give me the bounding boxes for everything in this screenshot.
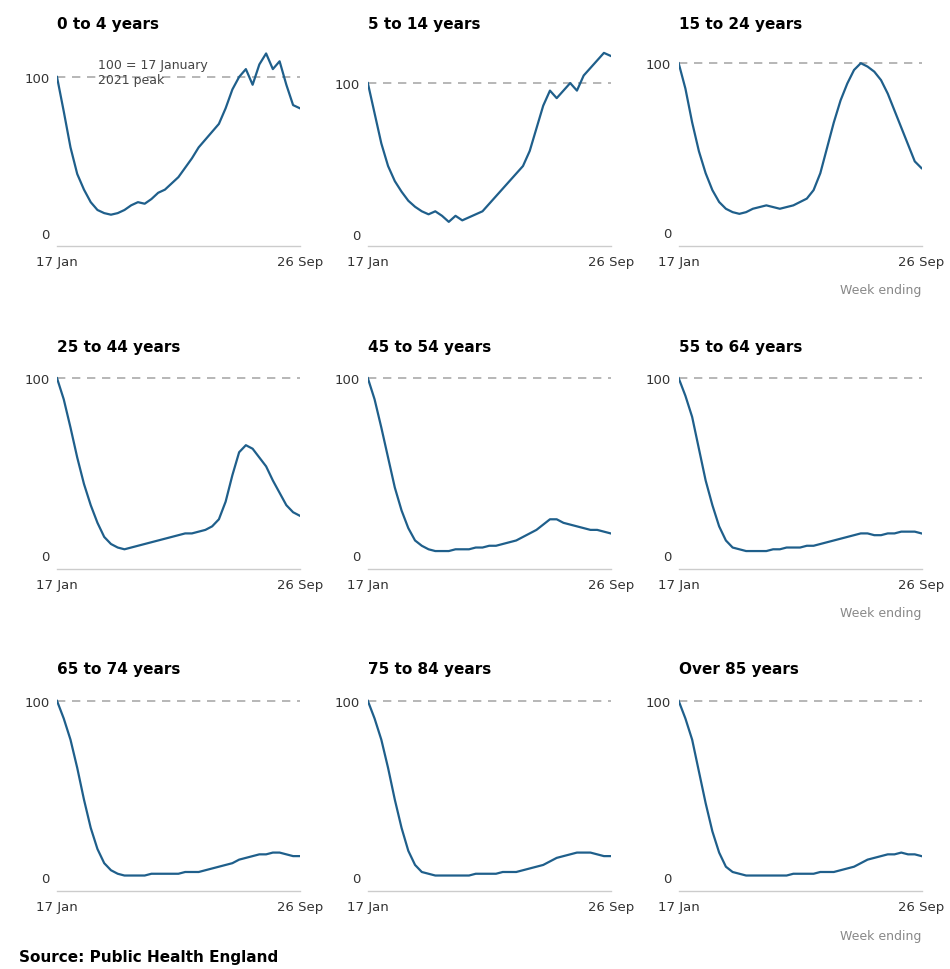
Text: Week ending: Week ending [840, 284, 921, 297]
Text: 55 to 64 years: 55 to 64 years [678, 339, 802, 355]
Text: 5 to 14 years: 5 to 14 years [368, 17, 481, 32]
Text: Week ending: Week ending [840, 929, 921, 942]
Text: Over 85 years: Over 85 years [678, 662, 799, 676]
Text: 25 to 44 years: 25 to 44 years [57, 339, 180, 355]
Text: 0 to 4 years: 0 to 4 years [57, 17, 159, 32]
Text: Source: Public Health England: Source: Public Health England [19, 950, 278, 964]
Text: 65 to 74 years: 65 to 74 years [57, 662, 180, 676]
Text: 75 to 84 years: 75 to 84 years [368, 662, 491, 676]
Text: 15 to 24 years: 15 to 24 years [678, 17, 802, 32]
Text: Week ending: Week ending [840, 607, 921, 619]
Text: 100 = 17 January
2021 peak: 100 = 17 January 2021 peak [98, 59, 208, 87]
Text: 45 to 54 years: 45 to 54 years [368, 339, 491, 355]
